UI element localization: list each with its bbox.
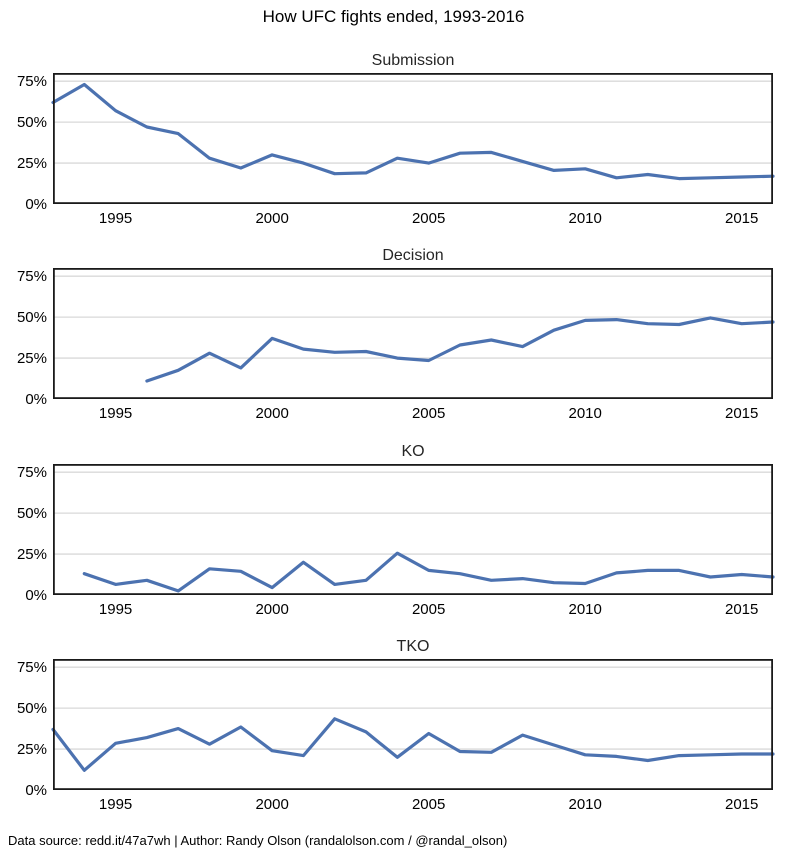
y-tick-label: 50% [17,309,47,326]
plot-area-decision: 0% 25% 50% 75% 1995 2000 2005 2010 2015 [17,267,775,422]
x-tick-label: 2005 [412,601,445,618]
axes-frame [53,463,774,595]
plot-area-ko: 0% 25% 50% 75% 1995 2000 2005 2010 2015 [17,463,775,618]
subplot-title-submission: Submission [371,52,455,69]
x-tick-label: 1995 [99,601,132,618]
y-tick-label: 25% [17,741,47,758]
data-source-credit: Data source: redd.it/47a7wh | Author: Ra… [8,833,508,848]
axes-frame [53,267,774,399]
x-tick-label: 1995 [99,796,132,813]
series-line-submission [51,82,775,181]
series-line-tko [51,717,775,772]
figure-title: How UFC fights ended, 1993-2016 [262,7,525,26]
y-tick-label: 75% [17,73,47,90]
subplot-title-tko: TKO [396,638,430,655]
plot-area-tko: 0% 25% 50% 75% 1995 2000 2005 2010 2015 [17,658,775,813]
x-tick-label: 2005 [412,796,445,813]
y-tick-label: 0% [25,587,47,604]
y-tick-label: 50% [17,505,47,522]
x-tick-label: 2010 [568,796,601,813]
x-tick-label: 2000 [255,210,288,227]
y-tick-label: 0% [25,391,47,408]
y-tick-label: 0% [25,196,47,213]
y-tick-label: 75% [17,268,47,285]
x-tick-label: 1995 [99,210,132,227]
y-tick-label: 25% [17,350,47,367]
x-tick-label: 2000 [255,405,288,422]
x-tick-label: 2005 [412,405,445,422]
y-tick-label: 25% [17,546,47,563]
x-tick-label: 2015 [725,601,758,618]
y-tick-label: 50% [17,700,47,717]
x-tick-label: 2010 [568,210,601,227]
subplot-title-ko: KO [401,443,425,460]
series-line-ko [82,551,775,593]
axes-frame [53,658,774,790]
x-tick-label: 2005 [412,210,445,227]
y-tick-label: 25% [17,155,47,172]
x-tick-label: 2015 [725,405,758,422]
subplot-title-decision: Decision [382,247,444,264]
x-tick-label: 2015 [725,796,758,813]
x-tick-label: 2015 [725,210,758,227]
y-tick-label: 50% [17,114,47,131]
y-tick-label: 75% [17,464,47,481]
axes-frame [53,72,774,204]
plot-area-submission: 0% 25% 50% 75% 1995 2000 2005 2010 2015 [17,72,775,227]
x-tick-label: 2010 [568,405,601,422]
x-tick-label: 1995 [99,405,132,422]
y-tick-label: 75% [17,659,47,676]
y-tick-label: 0% [25,782,47,799]
series-line-decision [145,316,775,383]
x-tick-label: 2000 [255,601,288,618]
x-tick-label: 2000 [255,796,288,813]
x-tick-label: 2010 [568,601,601,618]
